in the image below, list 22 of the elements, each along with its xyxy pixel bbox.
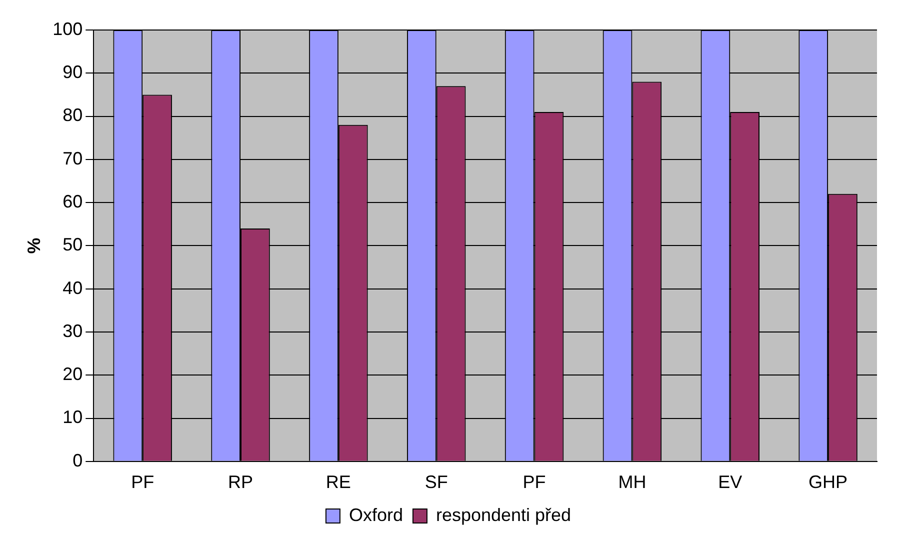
- y-tick-label: 40: [62, 278, 83, 298]
- x-tick-label: RE: [326, 472, 351, 492]
- y-tick-label: 0: [72, 450, 83, 470]
- y-tick-label: 60: [62, 192, 83, 212]
- y-tick-label: 10: [62, 407, 83, 428]
- x-tick-label: PF: [522, 472, 546, 492]
- x-tick-label: PF: [131, 472, 154, 492]
- y-tick-label: 50: [62, 234, 83, 255]
- legend-label: Oxford: [348, 504, 403, 525]
- legend-label: respondenti před: [436, 504, 572, 525]
- y-tick-label: 90: [62, 62, 83, 82]
- x-tick-label: SF: [424, 472, 448, 492]
- y-axis-title: %: [24, 238, 44, 254]
- y-tick-label: 70: [62, 148, 83, 168]
- x-tick-label: GHP: [808, 472, 848, 492]
- x-tick-label: RP: [228, 472, 254, 492]
- x-tick-label: MH: [618, 472, 646, 492]
- x-tick-label: EV: [718, 472, 742, 492]
- y-tick-label: 80: [62, 105, 83, 126]
- y-tick-label: 20: [62, 364, 83, 384]
- y-tick-label: 100: [52, 18, 83, 39]
- y-tick-label: 30: [62, 320, 83, 341]
